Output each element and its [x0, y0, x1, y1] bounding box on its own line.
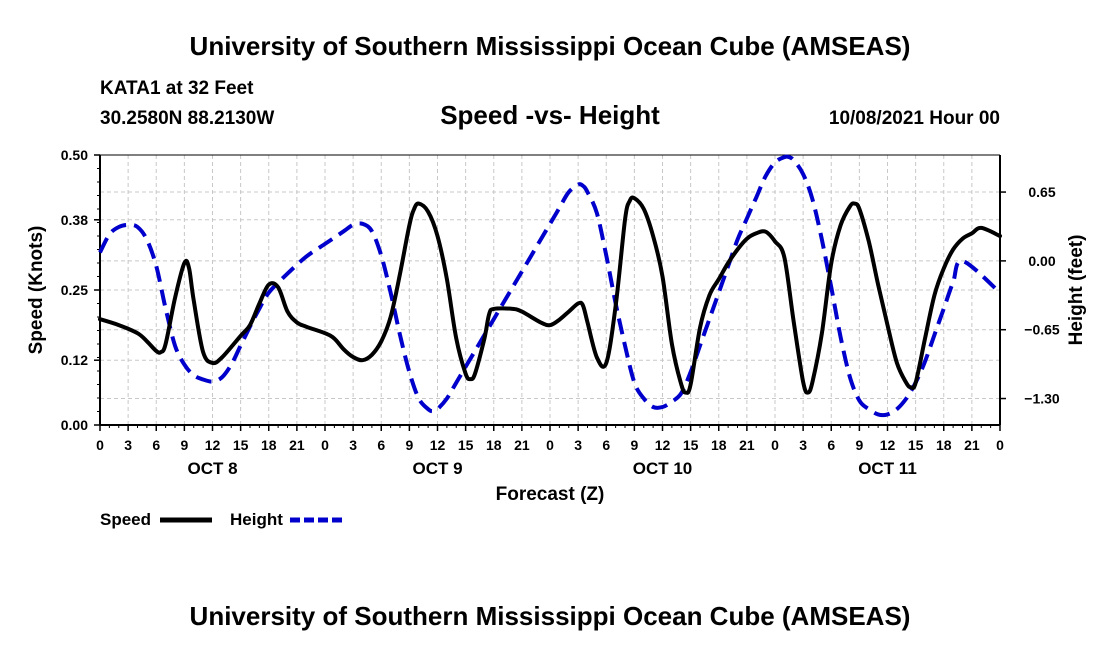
x-tick-label: 0	[771, 437, 779, 453]
x-tick-label: 12	[205, 437, 221, 453]
left-tick-label: 0.00	[61, 417, 88, 433]
footer-title: University of Southern Mississippi Ocean…	[190, 601, 911, 631]
left-tick-label: 0.25	[61, 282, 88, 298]
coordinates-label: 30.2580N 88.2130W	[100, 108, 274, 129]
x-tick-label: 3	[574, 437, 582, 453]
chart-title: University of Southern Mississippi Ocean…	[190, 31, 911, 61]
x-tick-label: 0	[321, 437, 329, 453]
speed-series-line	[98, 195, 1002, 395]
left-tick-label: 0.50	[61, 147, 88, 163]
station-label: KATA1 at 32 Feet	[100, 78, 254, 99]
x-tick-label: 18	[486, 437, 502, 453]
x-tick-label: 12	[880, 437, 896, 453]
right-tick-label: 0.65	[1028, 184, 1055, 200]
x-axis-ticks: 0 3 6 9 12 15 18 21 0 3 6 9 12 15 18 21 0 3 6 9 12 15 18 21 0 3 6 9…	[96, 425, 1004, 453]
day-label: OCT 8	[187, 459, 237, 478]
x-tick-label: 3	[349, 437, 357, 453]
x-tick-label: 3	[799, 437, 807, 453]
forecast-date: 10/08/2021 Hour 00	[829, 108, 1000, 129]
right-axis-ticks: −1.30 −0.65 0.00 0.65	[1000, 184, 1060, 407]
day-labels: OCT 8 OCT 9 OCT 10 OCT 11	[187, 459, 916, 478]
x-tick-label: 21	[514, 437, 530, 453]
right-tick-label: −1.30	[1024, 391, 1060, 407]
x-tick-label: 18	[261, 437, 277, 453]
x-tick-label: 15	[908, 437, 924, 453]
x-tick-label: 18	[711, 437, 727, 453]
left-axis-label: Speed (Knots)	[26, 226, 47, 355]
x-tick-label: 18	[936, 437, 952, 453]
grid-lines	[100, 155, 1000, 425]
left-tick-label: 0.12	[61, 352, 88, 368]
left-tick-label: 0.38	[61, 212, 88, 228]
right-axis-label: Height (feet)	[1066, 235, 1087, 346]
x-tick-label: 0	[546, 437, 554, 453]
left-axis-ticks: 0.00 0.12 0.25 0.38 0.50	[61, 147, 100, 433]
x-tick-label: 6	[827, 437, 835, 453]
x-tick-label: 21	[739, 437, 755, 453]
x-tick-label: 6	[377, 437, 385, 453]
x-tick-label: 9	[630, 437, 638, 453]
day-label: OCT 10	[633, 459, 693, 478]
day-label: OCT 11	[858, 459, 917, 478]
legend-height-label: Height	[230, 510, 283, 529]
x-tick-label: 9	[855, 437, 863, 453]
x-tick-label: 15	[458, 437, 474, 453]
x-tick-label: 6	[152, 437, 160, 453]
x-tick-label: 6	[602, 437, 610, 453]
right-tick-label: 0.00	[1028, 253, 1055, 269]
x-tick-label: 15	[683, 437, 699, 453]
x-tick-label: 21	[964, 437, 980, 453]
x-tick-label: 9	[405, 437, 413, 453]
right-tick-label: −0.65	[1024, 322, 1060, 338]
chart-subtitle: Speed -vs- Height	[440, 100, 660, 130]
x-tick-label: 21	[289, 437, 305, 453]
x-tick-label: 0	[96, 437, 104, 453]
x-tick-label: 0	[996, 437, 1004, 453]
x-tick-label: 3	[124, 437, 132, 453]
x-axis-label: Forecast (Z)	[496, 484, 605, 505]
legend: Speed Height	[100, 510, 342, 529]
x-tick-label: 12	[655, 437, 671, 453]
height-series-line	[98, 154, 1002, 418]
x-tick-label: 9	[180, 437, 188, 453]
series-lines	[98, 154, 1002, 418]
x-tick-label: 12	[430, 437, 446, 453]
legend-speed-label: Speed	[100, 510, 151, 529]
day-label: OCT 9	[412, 459, 462, 478]
x-tick-label: 15	[233, 437, 249, 453]
